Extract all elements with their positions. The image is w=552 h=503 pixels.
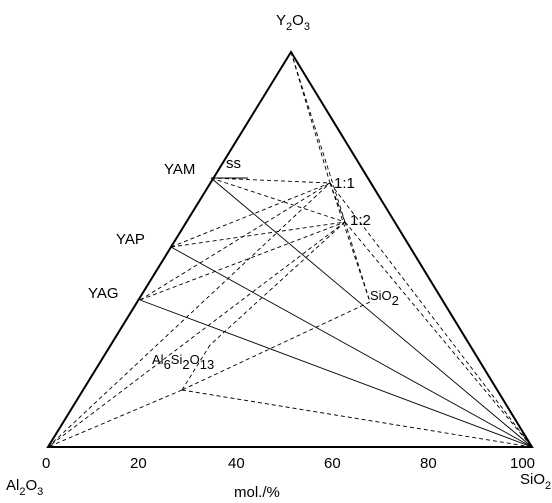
- tick-label: 80: [420, 455, 437, 472]
- dash-1-2-mullite: [209, 221, 346, 346]
- tick-label: 60: [324, 455, 341, 472]
- dash-yag-1-2: [139, 221, 346, 301]
- vertex-left-label: Al2O3: [6, 477, 43, 498]
- tick-label: 0: [42, 455, 50, 472]
- axis-label: mol./%: [234, 484, 280, 501]
- phase-mullite-label: Al6Si2O13: [152, 352, 214, 372]
- dash-1-2-sio2: [344, 221, 533, 448]
- dash-mullite-sio2: [181, 389, 533, 448]
- dash-1-2-al2o3: [47, 221, 346, 448]
- dash-yam-1-2: [210, 177, 346, 223]
- dash-yag-1-1: [139, 182, 331, 301]
- phase-yam-label: YAM: [164, 161, 195, 178]
- tie-line-yap-sio2: [170, 246, 533, 448]
- dash-yam-1-1: [210, 177, 331, 184]
- phase-1-2-label: 1:2: [350, 212, 371, 229]
- dash-yap-1-2: [170, 221, 346, 248]
- solid-tie-lines: [139, 177, 533, 448]
- vertex-top-label: Y2O3: [276, 12, 310, 33]
- phase-yap-label: YAP: [116, 231, 145, 248]
- dash-1-1-sio2-b: [329, 182, 371, 303]
- dash-mullite-top: [181, 344, 211, 391]
- axis-ticks: 0 20 40 60 80 100: [42, 455, 535, 472]
- tie-line-yag-sio2: [139, 299, 533, 448]
- dash-y2o3-1-2: [290, 51, 346, 223]
- phase-ss-label: ss: [226, 155, 241, 172]
- dash-mullite-al2o3: [47, 389, 183, 448]
- tick-label: 100: [510, 455, 535, 472]
- phase-yag-label: YAG: [88, 285, 119, 302]
- vertex-right-label: SiO2: [520, 471, 551, 492]
- dash-yap-1-1: [170, 182, 331, 248]
- dash-sio2-mullite: [181, 301, 371, 391]
- tick-label: 20: [130, 455, 147, 472]
- phase-1-1-label: 1:1: [334, 175, 355, 192]
- phase-sio2-label: SiO2: [370, 288, 399, 308]
- tie-line-yam-sio2: [210, 177, 533, 448]
- dash-al2o3-1-2: [47, 182, 331, 448]
- dashed-tie-lines: [47, 51, 533, 448]
- tick-label: 40: [228, 455, 245, 472]
- triangle-boundary: [46, 50, 534, 448]
- dash-y2o3-1-1: [290, 51, 331, 184]
